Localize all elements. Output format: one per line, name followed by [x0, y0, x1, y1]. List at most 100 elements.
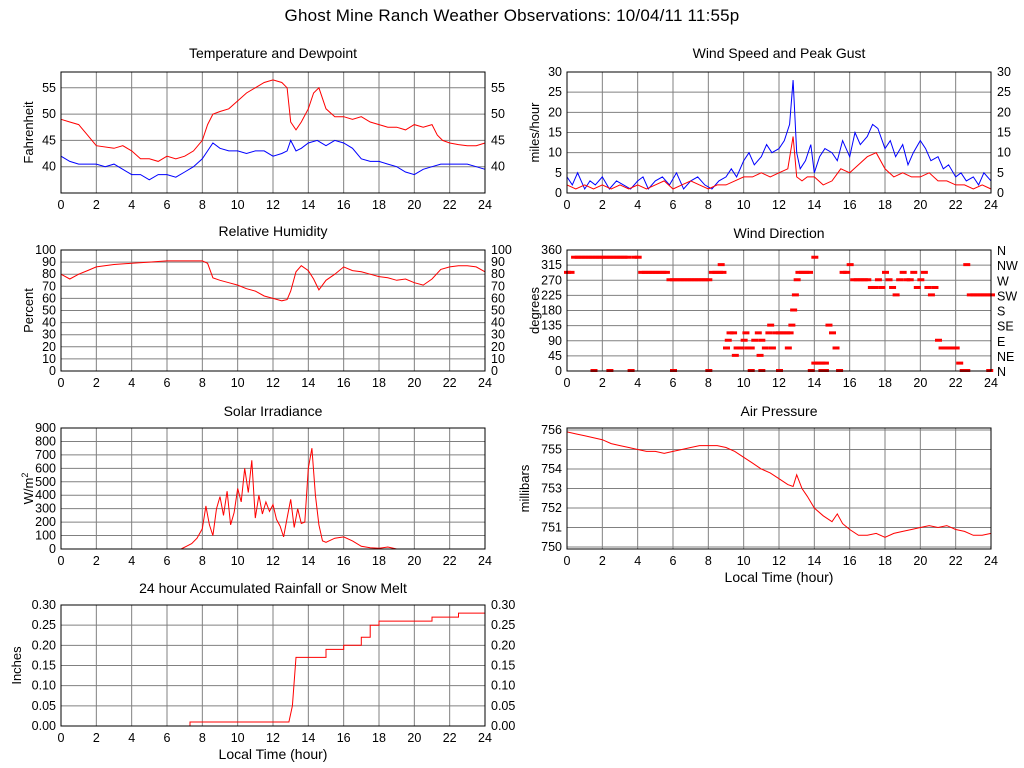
y-tick-label: 90 [42, 255, 56, 269]
y-tick-label-right: 40 [491, 316, 505, 330]
wind-direction-point [742, 331, 750, 335]
wind-direction-point [790, 308, 798, 312]
y-tick-label: 0.15 [32, 659, 56, 673]
y-tick-label: 50 [42, 107, 56, 121]
x-tick-label: 0 [564, 554, 571, 568]
y-tick-label: 270 [541, 273, 562, 287]
x-tick-label: 22 [949, 376, 963, 390]
x-tick-label: 8 [705, 554, 712, 568]
x-tick-label: 2 [599, 198, 606, 212]
y-tick-label: 0.20 [32, 638, 56, 652]
wind-direction-point [874, 278, 882, 282]
x-tick-label: 10 [737, 554, 751, 568]
y-tick-label-right: 80 [491, 267, 505, 281]
x-axis-label: Local Time (hour) [219, 746, 328, 762]
compass-label: SE [997, 320, 1014, 334]
x-tick-label: 4 [634, 376, 641, 390]
x-tick-label: 24 [478, 376, 492, 390]
x-tick-label: 18 [372, 198, 386, 212]
y-tick-label: 20 [548, 105, 562, 119]
wind-direction-point [677, 278, 685, 282]
plot-frame [60, 71, 486, 194]
compass-label: N [997, 365, 1006, 379]
x-tick-label: 14 [301, 198, 315, 212]
x-tick-label: 12 [772, 198, 786, 212]
wind-direction-point [744, 346, 752, 350]
wind-direction-point [811, 361, 819, 365]
wind-direction-point [687, 278, 695, 282]
wind-direction-point [832, 346, 840, 350]
y-tick-label-right: 45 [491, 133, 505, 147]
x-tick-label: 22 [443, 731, 457, 745]
x-tick-label: 12 [772, 554, 786, 568]
plot-frame [60, 249, 486, 372]
x-tick-label: 8 [199, 554, 206, 568]
x-tick-label: 20 [913, 554, 927, 568]
y-tick-label: 50 [42, 304, 56, 318]
chart-title: 24 hour Accumulated Rainfall or Snow Mel… [139, 580, 407, 596]
x-tick-label: 6 [164, 554, 171, 568]
y-axis-label-superscript: 2 [20, 473, 30, 478]
y-tick-label: 756 [541, 423, 562, 437]
wind-direction-point [913, 285, 921, 289]
x-tick-label: 2 [93, 376, 100, 390]
x-tick-label: 14 [807, 554, 821, 568]
y-tick-label: 0 [555, 186, 562, 200]
y-tick-label: 0.25 [32, 618, 56, 632]
wind-direction-point [737, 346, 745, 350]
x-tick-label: 2 [93, 554, 100, 568]
y-tick-label: 0 [49, 364, 56, 378]
y-tick-label-right: 20 [491, 340, 505, 354]
wind-direction-point [701, 278, 709, 282]
wind-direction-point [956, 361, 964, 365]
y-tick-label-right: 0.05 [491, 699, 515, 713]
wind-direction-point [673, 278, 681, 282]
x-tick-label: 8 [199, 731, 206, 745]
x-tick-label: 10 [231, 376, 245, 390]
y-tick-label: 225 [541, 288, 562, 302]
x-tick-label: 24 [478, 554, 492, 568]
wind-series-line-red [566, 136, 992, 190]
x-tick-label: 2 [599, 376, 606, 390]
y-tick-label-right: 0.00 [491, 719, 515, 733]
wind-direction-point [758, 338, 766, 342]
x-tick-label: 0 [58, 198, 65, 212]
x-tick-label: 22 [949, 554, 963, 568]
wind-direction-point [776, 331, 783, 335]
wind-direction-point [846, 263, 854, 267]
x-tick-label: 18 [878, 376, 892, 390]
x-tick-label: 0 [564, 198, 571, 212]
x-tick-label: 20 [913, 198, 927, 212]
wind-direction-point [952, 346, 960, 350]
x-tick-label: 18 [372, 554, 386, 568]
wind-direction-point [705, 278, 713, 282]
x-tick-label: 24 [984, 554, 998, 568]
y-tick-label: 751 [541, 521, 562, 535]
wind-direction-point [931, 285, 939, 289]
y-tick-label-right: 0.30 [491, 598, 515, 612]
y-tick-label: 15 [548, 126, 562, 140]
plot-frame [566, 427, 992, 550]
y-axis-label: Fahrenheit [21, 101, 36, 164]
y-tick-label: 80 [42, 267, 56, 281]
wind-direction-point [724, 338, 732, 342]
wind-direction-point [684, 278, 692, 282]
rain-series-line-red [61, 612, 485, 727]
y-tick-label: 754 [541, 462, 562, 476]
compass-label: E [997, 335, 1005, 349]
wind-direction-point [592, 255, 600, 259]
wind-direction-point [927, 293, 935, 297]
y-tick-label: 40 [42, 160, 56, 174]
x-tick-label: 24 [984, 198, 998, 212]
y-tick-label-right: 15 [997, 126, 1011, 140]
y-tick-label: 800 [35, 434, 56, 448]
y-tick-label: 10 [548, 146, 562, 160]
wind-direction-point [906, 278, 914, 282]
y-tick-label: 100 [35, 243, 56, 257]
y-tick-label: 900 [35, 421, 56, 435]
x-tick-label: 14 [807, 198, 821, 212]
temp-series-line-red [60, 79, 486, 162]
y-tick-label: 0.30 [32, 598, 56, 612]
wind-direction-point [670, 278, 677, 282]
y-tick-label-right: 10 [491, 352, 505, 366]
